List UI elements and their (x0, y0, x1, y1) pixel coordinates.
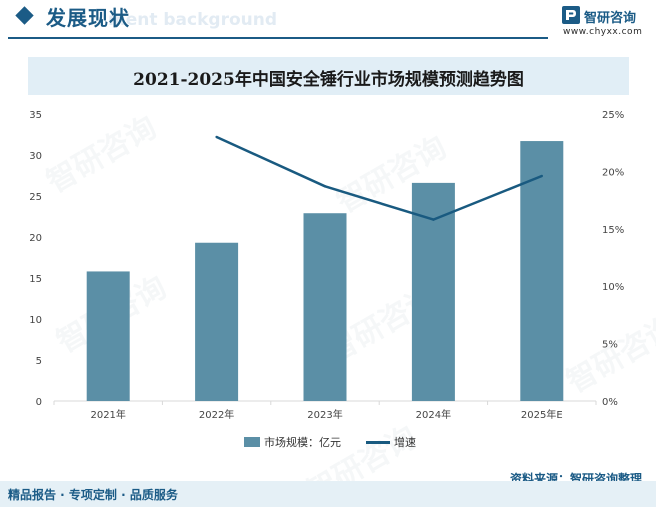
y-right-tick-label: 15% (602, 225, 624, 236)
growth-point (323, 185, 327, 188)
y-left-tick-label: 30 (29, 151, 42, 162)
y-left-tick-label: 15 (29, 274, 42, 285)
chart-title: 2021-2025年中国安全锤行业市场规模预测趋势图 (133, 70, 524, 90)
logo-name: 智研咨询 (584, 11, 637, 26)
footer-text: 精品报告 · 专项定制 · 品质服务 (8, 488, 178, 502)
growth-point (215, 135, 218, 139)
x-tick-label: 2021年 (90, 408, 125, 421)
y-right-tick-label: 25% (602, 110, 624, 121)
x-tick-label: 2022年 (199, 408, 234, 421)
chart: 0 5 10 15 20 25 30 35 0% 5% 10% 15% 20% 25% 2021年 2022年… (29, 110, 624, 421)
footer: 精品报告 · 专项定制 · 品质服务 (0, 481, 656, 507)
y-right-tick-label: 20% (602, 167, 624, 178)
x-tick-label: 2024年 (416, 408, 451, 421)
legend-bar-swatch (244, 437, 260, 447)
x-tick-label: 2025年E (521, 408, 563, 421)
header: ment background 发展现状 智研咨询 www.chyxx.com (0, 0, 656, 40)
chart-title-band: 2021-2025年中国安全锤行业市场规模预测趋势图 (28, 57, 629, 95)
x-tick-label: 2023年 (307, 408, 342, 421)
bar (86, 271, 130, 401)
growth-point (540, 174, 543, 178)
logo-url: www.chyxx.com (563, 27, 643, 37)
growth-line (216, 135, 543, 221)
page-title: 发展现状 (46, 6, 130, 30)
growth-point (432, 218, 435, 221)
legend-line-swatch (366, 441, 390, 444)
y-left-tick-label: 10 (29, 315, 42, 326)
y-left-tick-label: 0 (36, 397, 42, 408)
legend-line-label: 增速 (394, 436, 416, 449)
legend-bar-label: 市场规模：亿元 (264, 436, 341, 449)
y-right-tick-label: 0% (602, 397, 618, 408)
y-left-tick-label: 5 (36, 356, 42, 367)
bar (520, 141, 564, 401)
header-divider (8, 37, 548, 39)
diamond-icon (15, 6, 34, 25)
y-left-tick-label: 20 (29, 233, 42, 244)
bar (303, 213, 347, 401)
y-left-tick-label: 35 (29, 110, 42, 121)
y-left-tick-label: 25 (29, 192, 42, 203)
legend: 市场规模：亿元 增速 (0, 434, 656, 450)
header-ghost-text: ment background (108, 10, 278, 30)
y-right-tick-label: 5% (602, 340, 618, 351)
bar (195, 242, 239, 401)
y-right-tick-label: 10% (602, 282, 624, 293)
logo-icon (562, 6, 580, 24)
